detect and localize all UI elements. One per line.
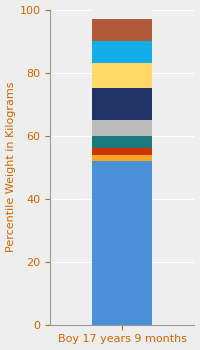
Bar xyxy=(92,155,152,161)
Bar xyxy=(92,41,152,63)
Bar xyxy=(92,88,152,120)
Bar xyxy=(92,135,152,148)
Bar xyxy=(92,161,152,325)
Bar xyxy=(92,120,152,135)
Bar xyxy=(92,63,152,88)
Bar xyxy=(92,19,152,41)
Bar xyxy=(92,148,152,155)
Y-axis label: Percentile Weight in Kilograms: Percentile Weight in Kilograms xyxy=(6,82,16,252)
Bar xyxy=(92,9,152,19)
